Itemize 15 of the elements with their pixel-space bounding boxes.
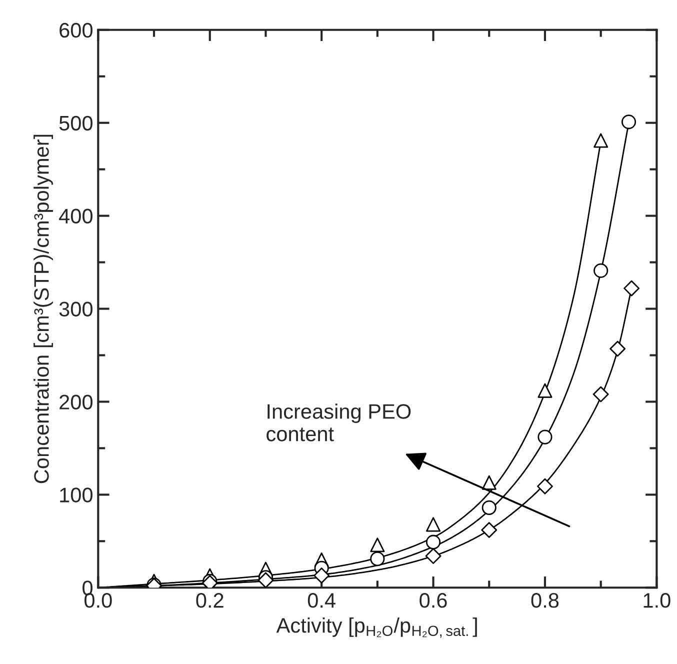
annotation: Increasing PEO content (266, 404, 411, 442)
x-tick-label: 1.0 (644, 593, 670, 608)
y-tick-label: 600 (60, 22, 92, 38)
y-axis-title: Concentration [cm³(STP)/cm³polymer] (34, 134, 53, 484)
x-tick-label: 0.4 (308, 593, 336, 608)
x-tick-label: 0.2 (196, 593, 224, 608)
y-tick-label: 400 (59, 208, 92, 224)
y-tick-label: 500 (59, 116, 92, 131)
x-axis-title: Activity [p$_{H₂O}$/p$_{H₂O,sat.}$] (276, 617, 477, 638)
x-tick-label: 0.6 (420, 593, 447, 608)
y-tick-label: 200 (60, 394, 92, 410)
x-tick-label: 0.8 (531, 593, 559, 608)
y-tick-label: 100 (60, 488, 92, 502)
y-tick-label: 300 (59, 302, 92, 317)
x-tick-label: 0.0 (84, 593, 112, 608)
